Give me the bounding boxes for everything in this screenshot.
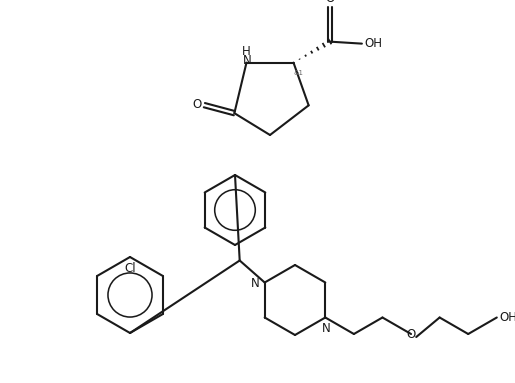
Text: O: O (193, 98, 202, 111)
Text: N: N (251, 277, 260, 290)
Text: N: N (322, 322, 331, 335)
Text: N: N (243, 54, 252, 67)
Text: OH: OH (364, 37, 382, 50)
Text: &1: &1 (294, 70, 303, 75)
Text: H: H (242, 45, 251, 58)
Text: OH: OH (500, 311, 515, 324)
Text: O: O (325, 0, 335, 5)
Text: Cl: Cl (124, 262, 136, 275)
Text: O: O (406, 327, 416, 340)
